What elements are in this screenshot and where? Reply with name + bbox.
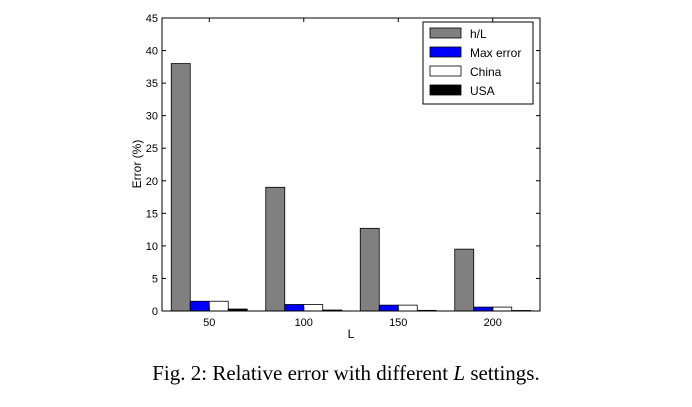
caption-variable: L: [453, 361, 466, 385]
figure-caption: Fig. 2: Relative error with different L …: [0, 361, 692, 386]
bar-max-error-50: [189, 300, 210, 312]
bar-h-l-50: [170, 63, 191, 312]
bar-h-l-100: [265, 186, 286, 312]
y-tick-label: 20: [146, 176, 158, 188]
legend-swatch-h-l: [429, 27, 462, 39]
legend-label: h/L: [470, 27, 487, 41]
y-tick-label: 25: [146, 143, 158, 155]
legend-label: Max error: [470, 46, 521, 60]
x-tick-label: 150: [389, 317, 407, 329]
bar-china-200: [492, 306, 513, 312]
chart: 0 5 10 15 20 25 30 35 40 45 50 100 150 200 Error (%)…: [130, 13, 541, 341]
bar-china-150: [397, 304, 418, 312]
bar-china-50: [208, 300, 229, 312]
legend-label: USA: [470, 84, 495, 98]
bar-max-error-150: [378, 304, 399, 312]
bar-max-error-100: [284, 304, 305, 312]
legend-swatch-usa: [429, 84, 462, 96]
legend-swatch-max-error: [429, 46, 462, 58]
y-tick-label: 30: [146, 111, 158, 123]
legend-label: China: [470, 65, 502, 79]
y-tick-label: 45: [146, 13, 158, 25]
x-tick-label: 100: [295, 317, 313, 329]
x-axis-label: L: [348, 327, 355, 341]
caption-suffix: settings.: [465, 361, 540, 385]
y-tick-label: 0: [152, 306, 158, 318]
legend-swatch-china: [429, 65, 462, 77]
bar-china-100: [303, 304, 324, 312]
y-tick-label: 5: [152, 273, 158, 285]
x-tick-label: 200: [484, 317, 502, 329]
bar-max-error-200: [473, 306, 494, 312]
bar-h-l-200: [454, 248, 475, 312]
y-axis: 0 5 10 15 20 25 30 35 40 45: [146, 13, 540, 318]
legend: h/L Max error China USA: [422, 21, 534, 105]
x-tick-label: 50: [203, 317, 215, 329]
y-tick-label: 15: [146, 208, 158, 220]
bar-h-l-150: [359, 227, 380, 312]
y-axis-label: Error (%): [130, 140, 144, 189]
caption-prefix: Fig. 2: Relative error with different: [152, 361, 454, 385]
plot-frame: [161, 17, 541, 312]
x-axis: 50 100 150 200: [203, 18, 502, 329]
y-tick-label: 40: [146, 46, 158, 58]
y-tick-label: 10: [146, 241, 158, 253]
y-tick-label: 35: [146, 78, 158, 90]
